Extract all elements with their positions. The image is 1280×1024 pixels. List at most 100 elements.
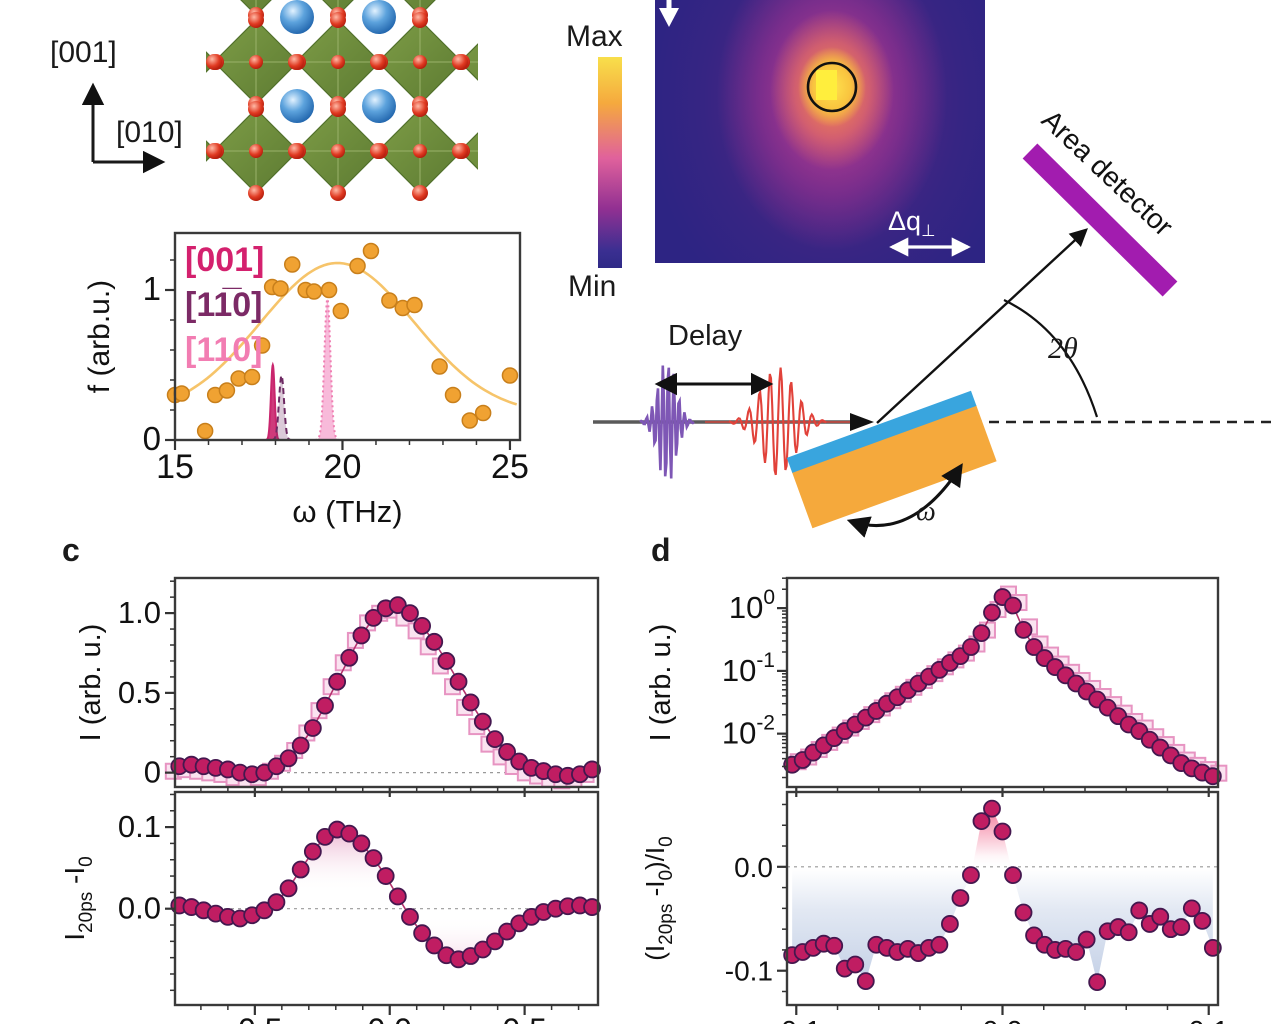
y-tick-label: 0 bbox=[144, 755, 161, 790]
dq-sub: ⊥ bbox=[921, 220, 936, 240]
b-site-atom bbox=[495, 144, 509, 158]
x-tick-label: 0.1 bbox=[1189, 1016, 1229, 1024]
series-line bbox=[179, 604, 593, 777]
y-axis-title: I (arb. u.) bbox=[645, 624, 677, 742]
oxygen-atom bbox=[248, 12, 264, 28]
colorbar bbox=[598, 57, 622, 268]
a-site-cation bbox=[362, 89, 396, 123]
plot-frame bbox=[173, 790, 600, 1007]
oxygen-atom bbox=[166, 96, 182, 112]
y-tick-label: -0.1 bbox=[725, 956, 773, 987]
colorbar-min-label: Min bbox=[568, 270, 617, 303]
a-site-cation bbox=[362, 0, 396, 34]
diffracted-beam-arrow bbox=[876, 228, 1088, 424]
octahedron bbox=[206, 51, 217, 73]
legend-entry: [001] bbox=[185, 241, 264, 279]
bragg-circle bbox=[806, 61, 858, 113]
circle-series bbox=[783, 588, 1222, 786]
a-site-cation bbox=[280, 89, 314, 123]
y-tick-label: 1 bbox=[143, 270, 161, 307]
octahedron bbox=[460, 0, 544, 15]
y-tick-label: 0 bbox=[143, 420, 161, 457]
difference-area bbox=[179, 829, 593, 960]
oxygen-atom bbox=[494, 7, 510, 23]
oxygen-atom bbox=[166, 12, 182, 28]
oxygen-atom bbox=[166, 101, 182, 117]
oxygen-atom bbox=[494, 96, 510, 112]
beam-arrowhead-icon bbox=[850, 413, 874, 431]
y-tick-label: 10-1 bbox=[722, 649, 775, 688]
b-site-atom bbox=[331, 144, 345, 158]
oxygen-atom bbox=[452, 143, 468, 159]
incidence-arrow-icon bbox=[659, 8, 679, 27]
delay-label: Delay bbox=[668, 320, 743, 352]
pulse-waveform bbox=[639, 365, 695, 479]
y-tick-label: 0.0 bbox=[734, 852, 773, 883]
oxygen-atom bbox=[494, 101, 510, 117]
colormap-annotations bbox=[659, 0, 971, 257]
oxygen-atom bbox=[370, 143, 386, 159]
oxygen-atom bbox=[494, 12, 510, 28]
area-detector-bar bbox=[1022, 143, 1178, 297]
panel-d-label: d bbox=[651, 532, 671, 568]
legend-entry: [11̅0] bbox=[185, 286, 263, 324]
oxygen-atom bbox=[330, 185, 346, 201]
axis-010-label: [010] bbox=[116, 116, 183, 149]
oxygen-atom bbox=[248, 101, 264, 117]
y-tick-label: 0.0 bbox=[118, 891, 161, 926]
y-tick-label: 10-2 bbox=[722, 712, 775, 751]
circle-series bbox=[170, 596, 601, 785]
circle-series bbox=[170, 820, 601, 969]
f-omega-plot-chart: 15 20 25 0 1 f (arb.u.) ω (THz) [001] [11̅0] [110… bbox=[85, 231, 529, 529]
oxygen-atom bbox=[412, 12, 428, 28]
phonon-peak bbox=[265, 361, 281, 441]
phonon-peak bbox=[315, 295, 340, 441]
dft-points bbox=[166, 242, 519, 440]
oxygen-atom bbox=[330, 12, 346, 28]
difference-area bbox=[792, 808, 1213, 983]
oxygen-atom bbox=[536, 54, 552, 70]
bragg-core bbox=[816, 70, 837, 100]
b-site-atom bbox=[331, 55, 345, 69]
x-tick-label: 0.0 bbox=[982, 1016, 1022, 1024]
a-site-cation bbox=[280, 0, 314, 34]
y-axis-title: I20ps -I0 bbox=[60, 856, 97, 940]
oxygen-atom bbox=[452, 54, 468, 70]
b-site-atom bbox=[249, 55, 263, 69]
perovskite-structure bbox=[124, 0, 552, 201]
omega-label: ω bbox=[916, 496, 936, 527]
oxygen-atom bbox=[124, 54, 140, 70]
x-axis-title: ω (THz) bbox=[292, 494, 402, 529]
diffraction-colormap bbox=[655, 0, 985, 263]
b-site-atom bbox=[413, 144, 427, 158]
crystal-axes-arrows bbox=[81, 82, 166, 174]
b-site-atom bbox=[495, 55, 509, 69]
plot-frame bbox=[173, 576, 600, 789]
two-theta-arc bbox=[1003, 299, 1099, 418]
gaussian-fit-curve bbox=[174, 261, 518, 406]
omega-rocking-arrow-icon bbox=[846, 463, 963, 538]
plot-frame bbox=[173, 231, 522, 442]
phonon-peak bbox=[271, 373, 292, 441]
octahedron bbox=[132, 0, 216, 15]
circle-series bbox=[783, 799, 1222, 992]
b-site-atom bbox=[167, 55, 181, 69]
colorbar-max-label: Max bbox=[566, 20, 623, 53]
oxygen-atom bbox=[206, 54, 222, 70]
y-axis-title: f (arb.u.) bbox=[85, 280, 116, 393]
dq-main: Δq bbox=[888, 206, 922, 236]
legend-entry: [110] bbox=[185, 331, 263, 369]
oxygen-atom bbox=[330, 101, 346, 117]
b-site-atom bbox=[249, 144, 263, 158]
two-theta-label: 2θ bbox=[1048, 332, 1078, 365]
oxygen-atom bbox=[412, 101, 428, 117]
axis-001-label: [001] bbox=[50, 36, 117, 69]
x-tick-label: 15 bbox=[156, 448, 194, 486]
y-tick-label: 1.0 bbox=[118, 595, 161, 630]
oxygen-atom bbox=[288, 143, 304, 159]
dq-label: Δq⊥ bbox=[888, 206, 936, 241]
x-tick-label: 0.5 bbox=[502, 1012, 546, 1024]
oxygen-atom bbox=[166, 7, 182, 23]
